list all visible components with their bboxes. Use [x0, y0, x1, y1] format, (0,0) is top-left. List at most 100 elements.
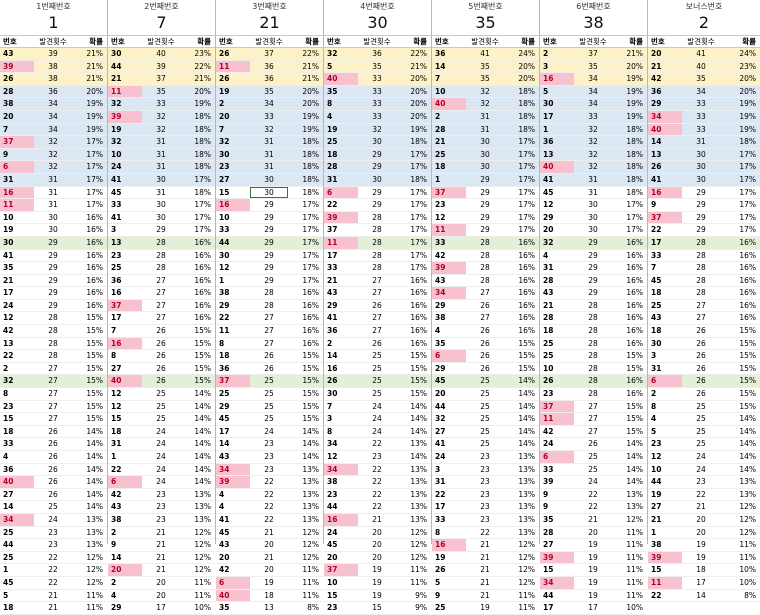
count-cell[interactable]: 22 [696, 489, 706, 499]
probability-cell[interactable]: 10% [626, 603, 643, 613]
count-cell[interactable]: 26 [696, 389, 706, 399]
count-cell[interactable]: 18 [264, 590, 274, 600]
probability-cell[interactable]: 16% [626, 250, 643, 260]
count-cell[interactable]: 21 [156, 527, 166, 537]
count-cell[interactable]: 29 [264, 200, 274, 210]
probability-cell[interactable]: 9% [415, 603, 427, 613]
number-cell[interactable]: 38 [3, 99, 14, 109]
number-cell[interactable]: 23 [111, 250, 122, 260]
table-row[interactable]: 41 30 17% [648, 173, 760, 187]
number-cell[interactable]: 43 [543, 288, 554, 298]
probability-cell[interactable]: 16% [86, 237, 103, 247]
number-cell[interactable]: 45 [219, 527, 230, 537]
probability-cell[interactable]: 14% [626, 452, 643, 461]
count-cell[interactable]: 28 [696, 275, 706, 285]
number-cell[interactable]: 37 [0, 136, 34, 148]
number-cell[interactable]: 45 [651, 275, 662, 285]
number-cell[interactable]: 19 [219, 86, 230, 96]
number-cell[interactable]: 20 [219, 552, 230, 562]
count-cell[interactable]: 22 [588, 502, 598, 512]
count-cell[interactable]: 19 [372, 590, 382, 600]
count-cell[interactable]: 14 [696, 590, 706, 600]
count-cell[interactable]: 26 [696, 376, 706, 386]
probability-cell[interactable]: 18% [194, 124, 211, 134]
number-cell[interactable]: 18 [435, 162, 446, 172]
probability-cell[interactable]: 13% [518, 477, 535, 487]
probability-cell[interactable]: 15% [302, 401, 319, 411]
number-cell[interactable]: 11 [108, 85, 142, 98]
probability-cell[interactable]: 18% [626, 162, 643, 172]
probability-cell[interactable]: 16% [739, 313, 756, 323]
count-cell[interactable]: 25 [480, 414, 490, 424]
number-cell[interactable]: 15 [111, 414, 122, 424]
number-cell[interactable]: 17 [219, 426, 230, 436]
count-cell[interactable]: 25 [264, 376, 274, 386]
table-row[interactable]: 19 35 20% [216, 85, 323, 99]
table-row[interactable]: 25 28 15% [540, 350, 647, 363]
probability-cell[interactable]: 11% [626, 527, 643, 537]
number-cell[interactable]: 23 [543, 389, 554, 399]
table-row[interactable]: 44 23 13% [648, 476, 760, 489]
number-cell[interactable]: 14 [111, 552, 122, 562]
number-cell[interactable]: 27 [219, 174, 230, 184]
number-cell[interactable]: 37 [540, 400, 574, 413]
number-cell[interactable]: 8 [327, 426, 333, 436]
number-cell[interactable]: 41 [651, 174, 662, 184]
probability-cell[interactable]: 16% [410, 288, 427, 298]
probability-cell[interactable]: 19% [194, 99, 211, 109]
table-row[interactable]: 8 22 13% [432, 527, 539, 540]
table-row[interactable]: 12 24 14% [648, 451, 760, 464]
number-cell[interactable]: 25 [543, 351, 554, 361]
table-row[interactable]: 44 25 14% [432, 401, 539, 414]
probability-cell[interactable]: 15% [86, 376, 103, 386]
count-cell[interactable]: 35 [156, 86, 166, 96]
count-cell[interactable]: 33 [696, 124, 706, 134]
probability-cell[interactable]: 17% [518, 200, 535, 210]
table-row[interactable]: 38 27 16% [432, 312, 539, 326]
number-cell[interactable]: 20 [651, 49, 662, 58]
probability-cell[interactable]: 14% [86, 439, 103, 449]
table-row[interactable]: 27 30 18% [216, 173, 323, 187]
number-cell[interactable]: 2 [111, 577, 117, 587]
table-row[interactable]: 12 28 15% [0, 312, 107, 326]
number-cell[interactable]: 6 [432, 350, 466, 362]
table-row[interactable]: 27 19 11% [540, 539, 647, 552]
table-row[interactable]: 23 28 16% [540, 388, 647, 401]
table-row[interactable]: 17 28 17% [324, 250, 431, 263]
number-cell[interactable]: 1 [3, 565, 9, 575]
table-row[interactable]: 37 25 15% [216, 375, 323, 389]
number-cell[interactable]: 10 [543, 363, 554, 373]
count-cell[interactable]: 31 [156, 137, 166, 147]
probability-cell[interactable]: 16% [194, 237, 211, 247]
count-cell[interactable]: 37 [588, 49, 598, 58]
table-row[interactable]: 32 36 22% [324, 48, 431, 61]
probability-cell[interactable]: 14% [194, 464, 211, 474]
table-row[interactable]: 8 24 14% [324, 426, 431, 439]
table-row[interactable]: 3 35 20% [540, 60, 647, 74]
number-cell[interactable]: 14 [651, 137, 662, 147]
count-cell[interactable]: 28 [156, 263, 166, 273]
count-cell[interactable]: 27 [48, 376, 58, 386]
number-cell[interactable]: 36 [543, 137, 554, 147]
number-cell[interactable]: 18 [219, 351, 230, 361]
table-row[interactable]: 23 29 17% [432, 199, 539, 212]
number-cell[interactable]: 23 [327, 603, 338, 613]
table-row[interactable]: 7 34 19% [0, 123, 107, 137]
probability-cell[interactable]: 17% [739, 187, 756, 197]
table-row[interactable]: 41 31 18% [540, 173, 647, 187]
count-cell[interactable]: 22 [480, 527, 490, 537]
probability-cell[interactable]: 15% [410, 376, 427, 386]
number-cell[interactable]: 28 [327, 162, 338, 172]
number-cell[interactable]: 41 [219, 514, 230, 524]
probability-cell[interactable]: 14% [518, 376, 535, 386]
table-row[interactable]: 26 37 22% [216, 48, 323, 61]
count-cell[interactable]: 40 [696, 61, 706, 71]
count-cell[interactable]: 28 [372, 212, 382, 222]
count-cell[interactable]: 29 [48, 300, 58, 310]
count-cell[interactable]: 27 [372, 275, 382, 285]
count-cell[interactable]: 28 [696, 250, 706, 260]
probability-cell[interactable]: 10% [739, 565, 756, 575]
table-row[interactable]: 26 28 16% [540, 375, 647, 389]
probability-cell[interactable]: 17% [302, 212, 319, 222]
table-row[interactable]: 30 26 15% [648, 338, 760, 351]
